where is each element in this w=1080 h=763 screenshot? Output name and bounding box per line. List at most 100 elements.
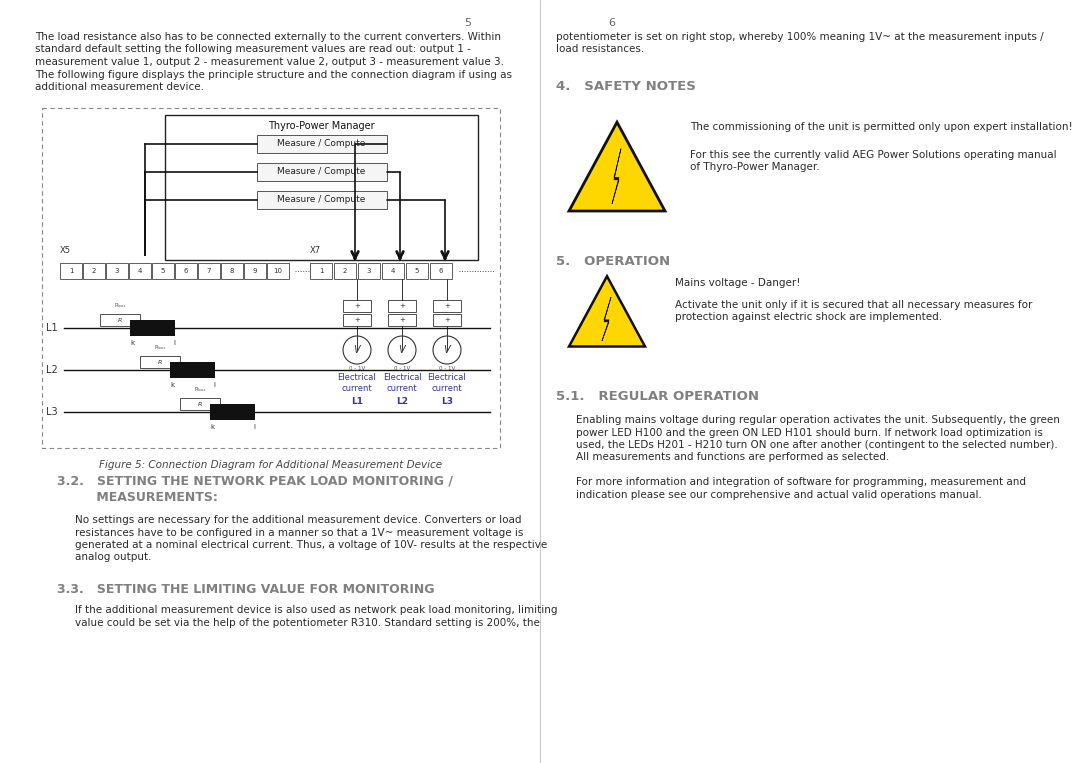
Text: R: R xyxy=(158,359,162,365)
Text: 5.1.   REGULAR OPERATION: 5.1. REGULAR OPERATION xyxy=(556,390,759,403)
Text: Electrical: Electrical xyxy=(338,373,376,382)
Text: Thyro-Power Manager: Thyro-Power Manager xyxy=(268,121,375,131)
Text: V: V xyxy=(444,345,450,355)
Text: For more information and integration of software for programming, measurement an: For more information and integration of … xyxy=(576,477,1026,487)
Bar xyxy=(257,135,387,153)
Bar xyxy=(170,362,215,378)
Bar xyxy=(334,263,356,279)
Bar xyxy=(198,263,220,279)
Polygon shape xyxy=(602,297,611,341)
Text: V: V xyxy=(353,345,361,355)
Text: If the additional measurement device is also used as network peak load monitorin: If the additional measurement device is … xyxy=(75,605,557,615)
Text: 5: 5 xyxy=(415,268,419,274)
Text: 3.3.   SETTING THE LIMITING VALUE FOR MONITORING: 3.3. SETTING THE LIMITING VALUE FOR MONI… xyxy=(57,583,434,596)
Text: 7: 7 xyxy=(206,268,212,274)
Text: For this see the currently valid AEG Power Solutions operating manual: For this see the currently valid AEG Pow… xyxy=(690,150,1056,160)
Text: analog output.: analog output. xyxy=(75,552,151,562)
Text: No settings are necessary for the additional measurement device. Converters or l: No settings are necessary for the additi… xyxy=(75,515,522,525)
Bar xyxy=(175,263,197,279)
Text: Rₗₒₐₓ: Rₗₒₐₓ xyxy=(114,303,126,308)
Text: protection against electric shock are implemented.: protection against electric shock are im… xyxy=(675,313,942,323)
Text: 0 - 1V: 0 - 1V xyxy=(349,366,365,371)
Text: 5.   OPERATION: 5. OPERATION xyxy=(556,255,670,268)
Text: L2: L2 xyxy=(396,397,408,406)
Text: l: l xyxy=(173,340,175,346)
Text: 0 - 1V: 0 - 1V xyxy=(394,366,410,371)
Bar xyxy=(221,263,243,279)
Text: 0 - 1V: 0 - 1V xyxy=(438,366,455,371)
Text: L3: L3 xyxy=(441,397,453,406)
Text: Rₗₒₐₓ: Rₗₒₐₓ xyxy=(194,387,206,392)
Bar xyxy=(433,314,461,326)
Bar xyxy=(130,320,175,336)
Text: Electrical: Electrical xyxy=(382,373,421,382)
Text: V: V xyxy=(399,345,405,355)
Text: 3: 3 xyxy=(114,268,119,274)
Text: Enabling mains voltage during regular operation activates the unit. Subsequently: Enabling mains voltage during regular op… xyxy=(576,415,1059,425)
Text: 6: 6 xyxy=(438,268,443,274)
Bar xyxy=(257,163,387,181)
Text: +: + xyxy=(354,317,360,323)
Text: 5: 5 xyxy=(161,268,165,274)
Text: X7: X7 xyxy=(310,246,321,255)
Text: +: + xyxy=(400,317,405,323)
Text: current: current xyxy=(432,384,462,393)
Text: Measure / Compute: Measure / Compute xyxy=(278,195,366,204)
Bar xyxy=(83,263,105,279)
Text: Rₗₒₐₓ: Rₗₒₐₓ xyxy=(154,345,166,350)
Text: Measure / Compute: Measure / Compute xyxy=(278,140,366,149)
Text: l: l xyxy=(253,424,255,430)
Bar xyxy=(382,263,404,279)
Text: All measurements and functions are performed as selected.: All measurements and functions are perfo… xyxy=(576,452,889,462)
Polygon shape xyxy=(569,122,665,211)
Bar xyxy=(343,300,372,312)
Bar xyxy=(430,263,453,279)
Text: 3.2.   SETTING THE NETWORK PEAK LOAD MONITORING /: 3.2. SETTING THE NETWORK PEAK LOAD MONIT… xyxy=(57,475,453,488)
Text: MEASUREMENTS:: MEASUREMENTS: xyxy=(57,491,218,504)
Bar xyxy=(244,263,266,279)
Bar xyxy=(129,263,151,279)
Text: 4: 4 xyxy=(391,268,395,274)
Text: Measure / Compute: Measure / Compute xyxy=(278,168,366,176)
Text: +: + xyxy=(444,317,450,323)
Bar xyxy=(210,404,255,420)
Text: 9: 9 xyxy=(253,268,257,274)
Text: current: current xyxy=(387,384,417,393)
Bar xyxy=(60,263,82,279)
Text: 3: 3 xyxy=(367,268,372,274)
Text: indication please see our comprehensive and actual valid operations manual.: indication please see our comprehensive … xyxy=(576,490,982,500)
Bar xyxy=(140,356,180,368)
Text: 4.   SAFETY NOTES: 4. SAFETY NOTES xyxy=(556,80,696,93)
Text: R: R xyxy=(118,317,122,323)
Text: 6: 6 xyxy=(608,18,616,28)
Text: +: + xyxy=(354,303,360,309)
Bar xyxy=(406,263,428,279)
Polygon shape xyxy=(569,276,645,346)
Text: 5: 5 xyxy=(464,18,472,28)
Text: resistances have to be configured in a manner so that a 1V~ measurement voltage : resistances have to be configured in a m… xyxy=(75,527,524,537)
Bar xyxy=(42,108,500,448)
Polygon shape xyxy=(612,149,621,204)
Text: 8: 8 xyxy=(230,268,234,274)
Text: l: l xyxy=(213,382,215,388)
Bar xyxy=(165,115,478,260)
Text: The following figure displays the principle structure and the connection diagram: The following figure displays the princi… xyxy=(35,69,512,79)
Text: 10: 10 xyxy=(273,268,283,274)
Text: 1: 1 xyxy=(319,268,323,274)
Text: used, the LEDs H201 - H210 turn ON one after another (contingent to the selected: used, the LEDs H201 - H210 turn ON one a… xyxy=(576,440,1057,450)
Bar xyxy=(180,398,220,410)
Text: R: R xyxy=(198,401,202,407)
Text: potentiometer is set on right stop, whereby 100% meaning 1V~ at the measurement : potentiometer is set on right stop, wher… xyxy=(556,32,1043,42)
Bar xyxy=(257,191,387,209)
Text: of Thyro-Power Manager.: of Thyro-Power Manager. xyxy=(690,163,820,172)
Text: 2: 2 xyxy=(342,268,347,274)
Text: k: k xyxy=(210,424,214,430)
Text: k: k xyxy=(170,382,174,388)
Bar xyxy=(388,314,416,326)
Text: k: k xyxy=(130,340,134,346)
Text: L1: L1 xyxy=(351,397,363,406)
Text: generated at a nominal electrical current. Thus, a voltage of 10V- results at th: generated at a nominal electrical curren… xyxy=(75,540,548,550)
Text: additional measurement device.: additional measurement device. xyxy=(35,82,204,92)
Bar xyxy=(388,300,416,312)
Bar xyxy=(310,263,332,279)
